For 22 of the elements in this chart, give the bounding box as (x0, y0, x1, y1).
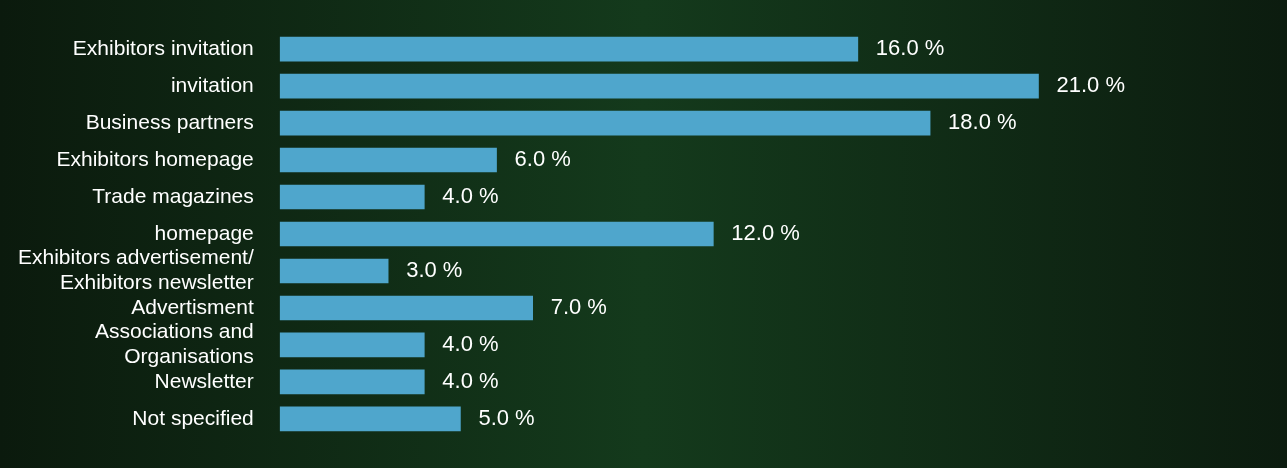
y-tick-label: invitation (170, 72, 254, 96)
data-label: 4.0 % (442, 367, 499, 393)
y-tick-label: Exhibitors homepage (56, 146, 254, 170)
data-label: 4.0 % (442, 331, 499, 357)
y-tick-label: homepage (154, 220, 254, 244)
y-tick-label: Exhibitors advertisement/ Exhibitors newsletter (17, 245, 254, 294)
data-label: 18.0 % (948, 109, 1017, 135)
y-tick-label: Trade magazines (92, 183, 254, 207)
data-label: 7.0 % (550, 294, 607, 320)
y-tick-label: Exhibitors invitation (72, 35, 254, 59)
data-label: 21.0 % (1056, 72, 1125, 98)
y-tick-label: Advertisment (131, 294, 254, 318)
data-label: 3.0 % (406, 257, 463, 283)
data-label: 16.0 % (875, 35, 945, 61)
data-label: 6.0 % (514, 146, 571, 172)
data-label: 5.0 % (478, 404, 535, 430)
data-label: 12.0 % (731, 220, 800, 246)
y-tick-label: Newsletter (154, 368, 254, 392)
y-tick-label: Not specified (132, 405, 254, 429)
y-tick-label: Business partners (85, 109, 254, 133)
y-tick-label: Associations and Organisations (95, 319, 254, 368)
data-label: 4.0 % (442, 183, 499, 209)
